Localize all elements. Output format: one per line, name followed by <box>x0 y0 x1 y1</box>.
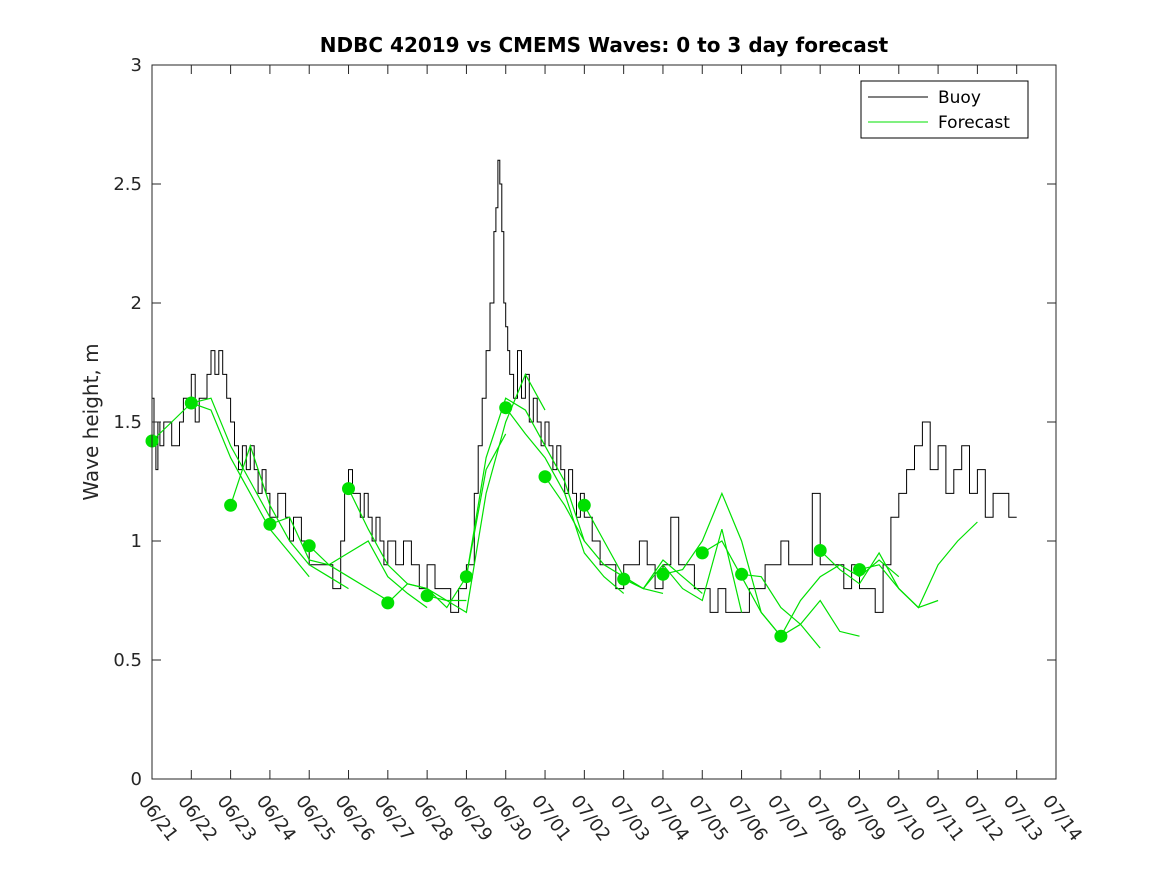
forecast-run-line <box>387 433 507 609</box>
forecast-start-marker <box>184 396 198 410</box>
forecast-start-marker <box>695 546 709 560</box>
forecast-start-marker <box>735 567 749 581</box>
x-tick-label: 07/06 <box>724 791 772 845</box>
x-tick-label: 07/11 <box>920 791 968 845</box>
forecast-start-marker <box>813 544 827 557</box>
forecast-start-marker <box>774 629 788 643</box>
y-tick-label: 3 <box>131 55 142 76</box>
x-tick-label: 07/13 <box>999 791 1047 845</box>
x-tick-label: 07/12 <box>959 791 1007 845</box>
x-tick-label: 06/21 <box>134 791 182 845</box>
forecast-run-line <box>151 397 271 518</box>
y-tick-label: 0 <box>131 769 142 790</box>
forecast-start-marker <box>499 401 513 415</box>
x-tick-label: 07/05 <box>684 791 732 845</box>
x-tick-label: 07/09 <box>842 791 890 845</box>
forecast-start-marker <box>420 589 434 603</box>
chart-title: NDBC 42019 vs CMEMS Waves: 0 to 3 day fo… <box>320 33 889 57</box>
y-axis-label: Wave height, m <box>79 343 103 500</box>
y-tick-label: 0.5 <box>113 650 142 671</box>
x-tick-label: 07/08 <box>802 791 850 845</box>
forecast-run-line <box>191 402 310 578</box>
series-layer <box>145 159 1017 649</box>
forecast-start-marker <box>381 596 395 610</box>
x-tick-label: 07/01 <box>527 791 575 845</box>
y-tick-label: 1 <box>131 531 142 552</box>
forecast-start-marker <box>617 572 631 586</box>
x-tick-label: 07/02 <box>566 791 614 845</box>
forecast-run-line <box>465 397 585 577</box>
forecast-start-marker <box>302 539 316 553</box>
forecast-run-line <box>505 407 625 594</box>
forecast-start-marker <box>224 498 238 512</box>
forecast-run-line <box>623 528 743 613</box>
plot-area <box>152 65 1056 779</box>
x-tick-label: 06/27 <box>370 791 418 845</box>
x-tick-label: 06/23 <box>213 791 261 845</box>
buoy-series-line <box>152 159 1017 613</box>
forecast-run-line <box>859 521 978 609</box>
forecast-start-marker <box>853 563 866 577</box>
legend-box <box>860 80 1029 139</box>
x-tick-label: 06/30 <box>488 791 536 845</box>
x-tick-label: 07/14 <box>1038 791 1086 845</box>
forecast-start-marker <box>459 570 473 584</box>
y-tick-label: 2.5 <box>113 174 142 195</box>
forecast-start-marker <box>263 517 277 531</box>
y-tick-label: 2 <box>131 293 142 314</box>
forecast-start-marker <box>577 498 591 512</box>
y-tick-label: 1.5 <box>113 412 142 433</box>
x-tick-label: 06/25 <box>291 791 339 845</box>
x-tick-label: 07/03 <box>606 791 654 845</box>
forecast-run-line <box>230 443 349 590</box>
x-tick-label: 07/07 <box>763 791 811 845</box>
x-tick-label: 06/29 <box>448 791 496 845</box>
forecast-run-line <box>426 373 546 614</box>
x-tick-label: 07/10 <box>881 791 929 845</box>
x-tick-label: 06/22 <box>173 791 221 845</box>
forecast-run-line <box>741 573 860 637</box>
legend-buoy-label: Buoy <box>938 88 981 108</box>
x-tick-label: 06/28 <box>409 791 457 845</box>
x-tick-label: 07/04 <box>645 791 693 845</box>
forecast-run-line <box>780 559 900 637</box>
x-tick-label: 06/26 <box>331 791 379 845</box>
forecast-run-line <box>308 540 428 609</box>
forecast-start-marker <box>538 470 552 484</box>
forecast-start-marker <box>342 482 355 496</box>
legend: Buoy Forecast <box>860 80 1029 139</box>
legend-forecast-label: Forecast <box>938 113 1010 133</box>
forecast-start-marker <box>656 567 670 581</box>
x-tick-label: 06/24 <box>252 791 300 845</box>
